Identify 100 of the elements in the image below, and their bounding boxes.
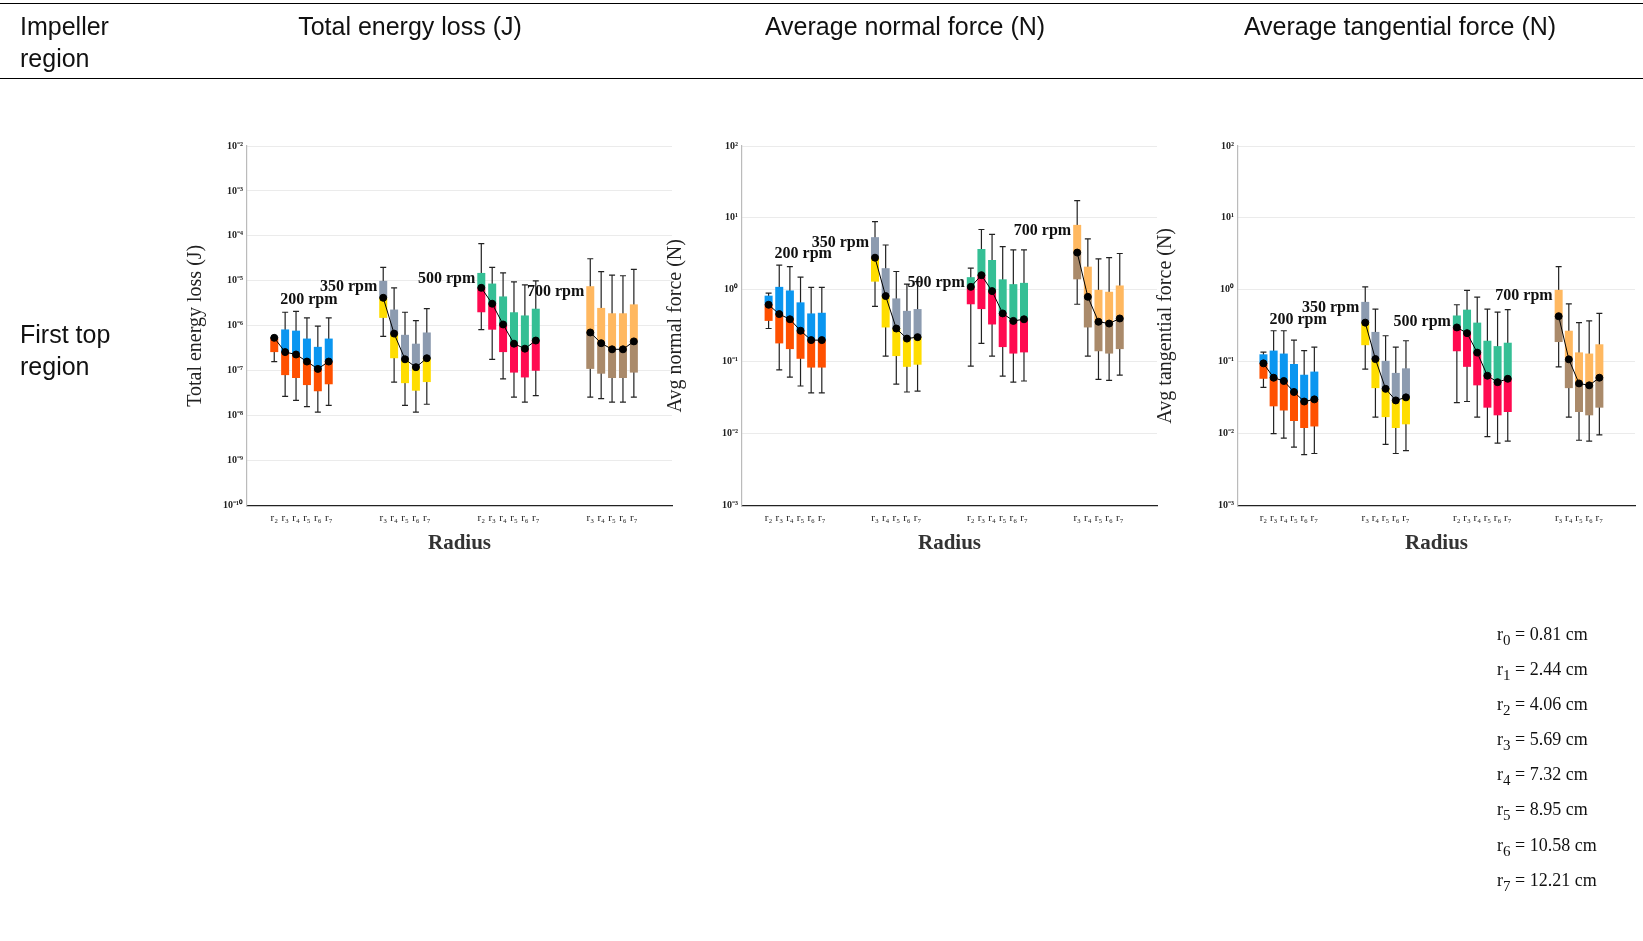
text: r$_{1}$ = 2.44 cm bbox=[1497, 659, 1588, 683]
x-tick-label: r₃ bbox=[977, 511, 986, 524]
x-tick-label: r₃ bbox=[488, 511, 497, 524]
x-tick-label: r₅ bbox=[892, 511, 901, 524]
x-tick-label: r₆ bbox=[1392, 511, 1400, 524]
chart-title: Average tangential force (N) bbox=[1242, 11, 1558, 42]
point bbox=[998, 309, 1007, 318]
point bbox=[1473, 348, 1482, 357]
x-tick-label: r₄ bbox=[786, 511, 794, 524]
point bbox=[1391, 396, 1400, 405]
x-tick-label: r₃ bbox=[775, 511, 784, 524]
point bbox=[988, 287, 997, 296]
y-tick-label: 10¹ bbox=[1221, 211, 1234, 223]
x-tick-label: r₃ bbox=[1361, 511, 1370, 524]
point bbox=[302, 357, 311, 366]
x-tick-label: r₃ bbox=[1463, 511, 1471, 524]
x-tick-label: r₆ bbox=[1493, 511, 1502, 524]
y-tick-label: 10⁻⁴ bbox=[227, 229, 243, 241]
point bbox=[1595, 373, 1604, 382]
point bbox=[1289, 387, 1298, 396]
y-tick-label: 10² bbox=[1221, 139, 1234, 151]
point bbox=[881, 292, 890, 301]
point bbox=[422, 354, 431, 363]
y-tick-label: 10⁻¹ bbox=[1218, 355, 1234, 367]
chart-title: Average normal force (N) bbox=[763, 11, 1047, 42]
x-tick-label: r₇ bbox=[630, 511, 638, 524]
point bbox=[531, 336, 540, 345]
point bbox=[796, 326, 805, 335]
x-tick-label: r₅ bbox=[796, 511, 805, 524]
text: Impeller region bbox=[20, 11, 110, 74]
x-tick-label: r₃ bbox=[379, 511, 388, 524]
point bbox=[913, 333, 922, 342]
point bbox=[1083, 292, 1092, 301]
point bbox=[1105, 319, 1114, 328]
y-tick-label: 10⁰ bbox=[724, 283, 738, 295]
point bbox=[1452, 323, 1461, 332]
text: r$_{4}$ = 7.32 cm bbox=[1497, 764, 1588, 788]
point bbox=[292, 350, 301, 359]
point bbox=[390, 329, 399, 338]
point bbox=[1585, 381, 1594, 390]
x-axis-title: Radius bbox=[1404, 529, 1469, 554]
series-label: 700 rpm bbox=[1013, 221, 1072, 240]
point bbox=[807, 336, 816, 345]
y-tick-label: 10⁻³ bbox=[722, 499, 738, 511]
x-tick-label: r₇ bbox=[1310, 511, 1319, 524]
x-tick-label: r₂ bbox=[1259, 511, 1268, 524]
x-tick-label: r₅ bbox=[303, 511, 311, 524]
text: r$_{5}$ = 8.95 cm bbox=[1497, 799, 1588, 824]
x-tick-label: r₆ bbox=[412, 511, 420, 524]
series-label: 500 rpm bbox=[1393, 311, 1452, 330]
x-tick-label: r₇ bbox=[1402, 511, 1410, 524]
x-tick-label: r₄ bbox=[499, 511, 507, 524]
x-tick-label: r₆ bbox=[521, 511, 529, 524]
series-label: 700 rpm bbox=[1495, 285, 1554, 304]
x-tick-label: r₇ bbox=[1504, 511, 1512, 524]
point bbox=[411, 363, 420, 372]
x-tick-label: r₇ bbox=[423, 511, 431, 524]
x-tick-label: r₅ bbox=[1381, 511, 1390, 524]
point bbox=[379, 293, 388, 302]
point bbox=[618, 345, 627, 354]
point bbox=[775, 310, 784, 319]
x-tick-label: r₇ bbox=[1020, 511, 1028, 524]
point bbox=[1483, 371, 1492, 380]
chart-title: Total energy loss (J) bbox=[297, 11, 523, 42]
x-tick-label: r₃ bbox=[281, 511, 290, 524]
x-tick-label: r₄ bbox=[1565, 511, 1573, 524]
x-tick-label: r₄ bbox=[597, 511, 606, 524]
x-tick-label: r₄ bbox=[292, 511, 300, 524]
y-tick-label: 10⁻⁷ bbox=[227, 364, 243, 376]
x-tick-label: r₅ bbox=[1290, 511, 1298, 524]
y-tick-label: 10⁰ bbox=[1220, 283, 1234, 295]
series-label: 500 rpm bbox=[907, 273, 966, 292]
x-tick-label: r₅ bbox=[998, 511, 1007, 524]
x-tick-label: r₆ bbox=[1105, 511, 1114, 524]
x-tick-label: r₂ bbox=[967, 511, 975, 524]
point bbox=[1073, 248, 1082, 257]
y-tick-label: 10⁻⁶ bbox=[227, 319, 243, 331]
y-axis-title: Avg normal force (N) bbox=[663, 239, 687, 413]
point bbox=[1310, 395, 1319, 404]
series-label: 500 rpm bbox=[417, 269, 476, 288]
y-tick-label: 10⁻² bbox=[1218, 427, 1234, 439]
point bbox=[966, 282, 975, 291]
x-tick-label: r₂ bbox=[477, 511, 486, 524]
point bbox=[477, 283, 486, 292]
point bbox=[1300, 397, 1309, 406]
x-tick-label: r₅ bbox=[1575, 511, 1583, 524]
point bbox=[1115, 314, 1124, 323]
x-tick-label: r₆ bbox=[314, 511, 322, 524]
point bbox=[1259, 359, 1268, 368]
x-tick-label: r₂ bbox=[270, 511, 279, 524]
x-tick-label: r₄ bbox=[881, 511, 890, 524]
point bbox=[1493, 378, 1502, 387]
x-tick-label: r₂ bbox=[764, 511, 773, 524]
x-tick-label: r₄ bbox=[1280, 511, 1288, 524]
x-tick-label: r₅ bbox=[608, 511, 616, 524]
y-tick-label: 10⁻² bbox=[722, 427, 738, 439]
point bbox=[785, 315, 794, 324]
point bbox=[817, 336, 826, 345]
x-tick-label: r₇ bbox=[818, 511, 826, 524]
x-tick-label: r₆ bbox=[903, 511, 911, 524]
